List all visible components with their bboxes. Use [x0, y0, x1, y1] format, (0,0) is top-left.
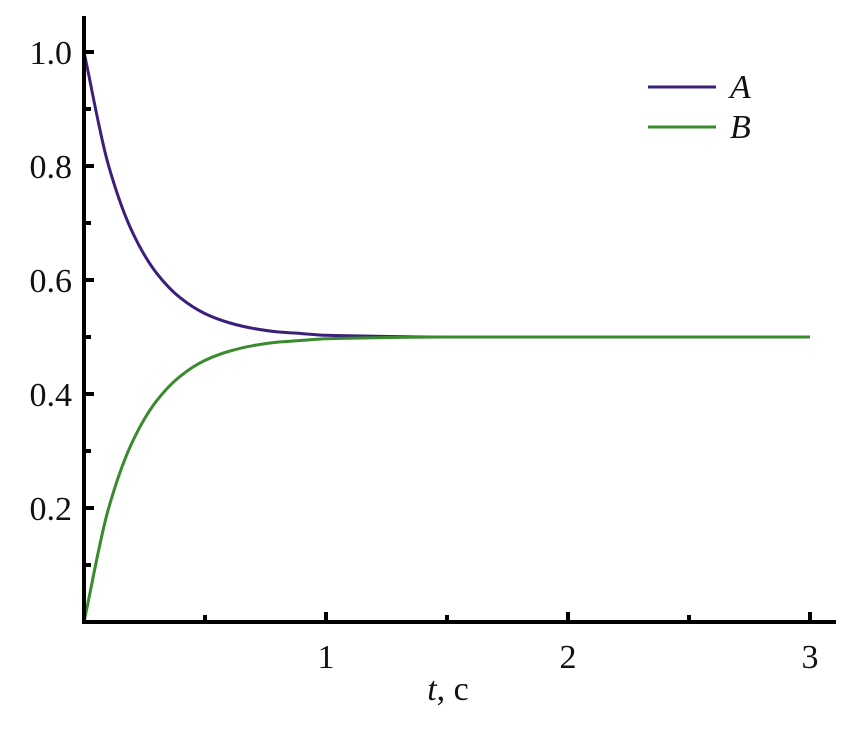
ticks: 0.2 0.4 0.6 0.8 1.0 1 2 3	[30, 35, 819, 676]
legend-label-B: B	[730, 109, 751, 146]
x-tick-label: 3	[802, 639, 819, 676]
x-tick-label: 2	[560, 639, 577, 676]
x-axis-label: t, c	[427, 671, 469, 708]
x-axis-label-var: t	[427, 671, 438, 708]
series-B-line	[82, 335, 810, 623]
y-tick-label: 0.6	[30, 263, 73, 300]
y-tick-label: 1.0	[30, 35, 73, 72]
series-A-line	[82, 51, 810, 339]
legend: AB	[648, 69, 751, 146]
curves	[82, 51, 810, 623]
legend-label-A: A	[728, 69, 751, 106]
y-tick-label: 0.4	[30, 377, 73, 414]
y-tick-label: 0.2	[30, 491, 73, 528]
x-tick-label: 1	[318, 639, 335, 676]
y-tick-label: 0.8	[30, 149, 73, 186]
x-axis-label-unit: , c	[437, 671, 469, 708]
